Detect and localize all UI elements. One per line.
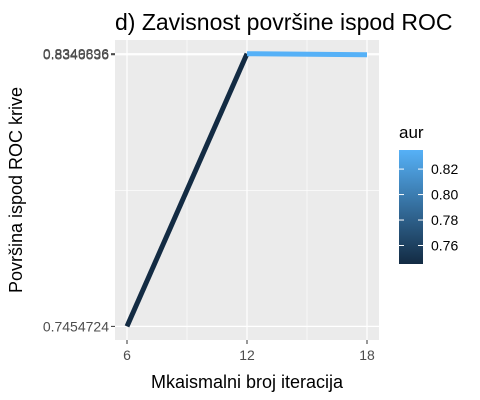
y-tick-label: 0.8346636 bbox=[43, 47, 109, 63]
chart-title: d) Zavisnost površine ispod ROC bbox=[115, 9, 452, 35]
x-axis-title: Mkaismalni broj iteracija bbox=[151, 372, 344, 392]
x-tick-label: 6 bbox=[123, 347, 131, 363]
y-tick-label: 0.8349896 bbox=[43, 46, 109, 62]
colorbar-tick-label: 0.80 bbox=[431, 187, 458, 203]
colorbar-tick-label: 0.76 bbox=[431, 237, 458, 253]
colorbar bbox=[399, 150, 423, 264]
y-axis-title: Površina ispod ROC krive bbox=[6, 87, 26, 293]
series-line bbox=[124, 51, 368, 328]
x-tick-label: 12 bbox=[239, 347, 255, 363]
legend-title: aur bbox=[399, 123, 424, 142]
x-tick-label: 18 bbox=[359, 347, 375, 363]
colorbar-tick-label: 0.82 bbox=[431, 161, 458, 177]
y-tick-label: 0.7454724 bbox=[43, 318, 109, 334]
colorbar-legend: aur 0.76 0.78 0.80 0.82 bbox=[399, 123, 458, 264]
line-segment bbox=[246, 51, 368, 58]
x-axis: 6 12 18 bbox=[123, 340, 375, 363]
line-segment bbox=[124, 52, 250, 328]
colorbar-tick-label: 0.78 bbox=[431, 212, 458, 228]
colorbar-ticks: 0.76 0.78 0.80 0.82 bbox=[399, 161, 458, 253]
